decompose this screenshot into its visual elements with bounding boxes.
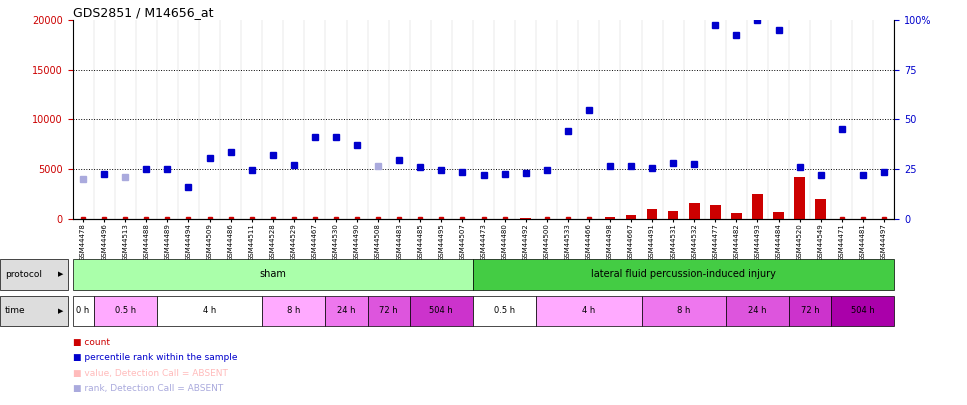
Text: 8 h: 8 h	[287, 306, 301, 315]
Bar	[752, 194, 763, 219]
Bar	[689, 203, 699, 219]
Bar	[626, 215, 636, 219]
Text: time: time	[5, 306, 25, 315]
Text: 24 h: 24 h	[337, 306, 356, 315]
Text: 72 h: 72 h	[379, 306, 398, 315]
Text: ■ rank, Detection Call = ABSENT: ■ rank, Detection Call = ABSENT	[73, 384, 222, 393]
Text: 4 h: 4 h	[203, 306, 217, 315]
Text: ■ count: ■ count	[73, 338, 109, 347]
Text: ■ percentile rank within the sample: ■ percentile rank within the sample	[73, 353, 237, 362]
Text: 504 h: 504 h	[851, 306, 875, 315]
Text: 4 h: 4 h	[582, 306, 596, 315]
Text: protocol: protocol	[5, 270, 42, 279]
Text: lateral fluid percussion-induced injury: lateral fluid percussion-induced injury	[591, 269, 777, 279]
Bar	[668, 211, 679, 219]
Text: ■ value, Detection Call = ABSENT: ■ value, Detection Call = ABSENT	[73, 369, 227, 377]
Text: 0.5 h: 0.5 h	[115, 306, 135, 315]
Text: 72 h: 72 h	[801, 306, 819, 315]
Text: 24 h: 24 h	[748, 306, 767, 315]
Bar	[710, 205, 720, 219]
Text: 504 h: 504 h	[429, 306, 454, 315]
Text: ▶: ▶	[58, 308, 64, 314]
Text: sham: sham	[259, 269, 286, 279]
Bar	[815, 199, 826, 219]
Text: 0 h: 0 h	[76, 306, 90, 315]
Text: GDS2851 / M14656_at: GDS2851 / M14656_at	[73, 6, 213, 19]
Bar	[794, 177, 805, 219]
Bar	[520, 218, 531, 219]
Text: ▶: ▶	[58, 271, 64, 277]
Bar	[731, 213, 742, 219]
Bar	[604, 217, 615, 219]
Bar	[647, 209, 658, 219]
Bar	[774, 212, 784, 219]
Text: 8 h: 8 h	[677, 306, 690, 315]
Text: 0.5 h: 0.5 h	[494, 306, 515, 315]
